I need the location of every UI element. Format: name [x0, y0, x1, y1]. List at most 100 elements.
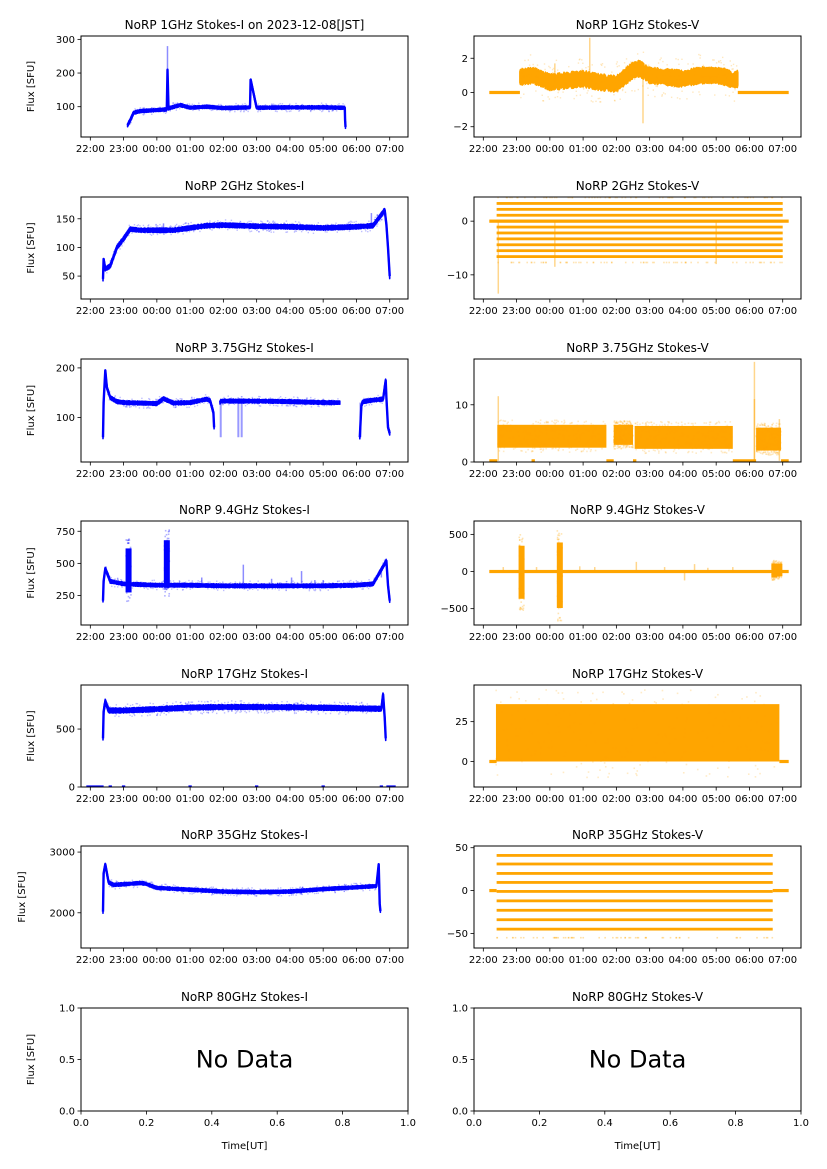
- data-point: [311, 703, 313, 706]
- data-point: [594, 449, 597, 452]
- data-point: [617, 928, 619, 930]
- data-point: [530, 427, 532, 429]
- data-point: [532, 422, 535, 425]
- x-tick-label: 02:00: [209, 469, 238, 480]
- data-point: [542, 443, 545, 446]
- data-point: [186, 231, 188, 233]
- data-line: [101, 559, 391, 601]
- data-point: [274, 585, 277, 587]
- data-point: [138, 407, 141, 409]
- data-point: [162, 707, 164, 709]
- data-point: [548, 65, 550, 68]
- data-point: [118, 582, 120, 584]
- data-point: [279, 582, 281, 584]
- data-point: [779, 564, 781, 566]
- data-point: [758, 442, 760, 444]
- data-point: [709, 447, 712, 450]
- data-point: [514, 447, 517, 449]
- data-point: [621, 437, 623, 440]
- data-point: [688, 450, 690, 453]
- data-point: [759, 444, 761, 446]
- data-point: [320, 104, 322, 107]
- data-point: [143, 106, 145, 109]
- data-point: [261, 224, 264, 226]
- data-point: [771, 565, 773, 567]
- data-point: [568, 435, 571, 437]
- data-point: [366, 711, 369, 713]
- data-point: [161, 711, 163, 713]
- data-point: [580, 433, 583, 435]
- data-point: [306, 397, 308, 399]
- data-point: [238, 584, 241, 586]
- data-point: [376, 225, 378, 227]
- data-point: [631, 437, 633, 439]
- data-point: [599, 101, 601, 103]
- data-point: [597, 433, 600, 435]
- data-point: [572, 731, 575, 734]
- data-point: [756, 450, 758, 452]
- plot-area: [489, 689, 789, 779]
- data-point: [126, 564, 128, 567]
- data-point: [652, 429, 655, 431]
- data-point: [514, 440, 517, 442]
- data-point: [559, 563, 562, 566]
- data-point: [704, 435, 707, 438]
- data-point: [339, 587, 342, 590]
- data-point: [755, 445, 758, 447]
- data-point: [673, 86, 675, 88]
- data-point: [116, 399, 118, 402]
- data-point: [642, 72, 644, 74]
- data-point: [121, 245, 123, 247]
- data-point: [658, 424, 661, 427]
- baseline-segment: [489, 569, 789, 574]
- data-point: [102, 586, 105, 588]
- data-point: [112, 579, 114, 581]
- data-point: [606, 261, 608, 264]
- data-point: [552, 85, 555, 88]
- data-point: [602, 87, 604, 89]
- data-point: [581, 68, 583, 70]
- data-point: [582, 88, 585, 90]
- data-point: [684, 750, 687, 753]
- data-point: [368, 883, 371, 885]
- data-point: [669, 427, 671, 430]
- data-point: [532, 63, 534, 66]
- data-point: [244, 399, 246, 401]
- data-point: [580, 762, 583, 765]
- data-point: [268, 893, 271, 895]
- y-tick-label: 0.0: [59, 1107, 75, 1118]
- data-point: [518, 587, 520, 590]
- data-point: [300, 107, 302, 109]
- data-point: [618, 446, 620, 449]
- data-point: [347, 712, 350, 714]
- data-point: [195, 108, 197, 110]
- data-point: [270, 708, 273, 711]
- data-point: [578, 79, 581, 82]
- y-tick-label: 50: [455, 843, 468, 854]
- data-point: [547, 421, 549, 423]
- data-point: [112, 258, 115, 261]
- data-point: [644, 936, 647, 939]
- data-point: [149, 229, 152, 231]
- data-point: [557, 541, 560, 544]
- data-point: [779, 423, 781, 425]
- data-point: [365, 230, 367, 232]
- data-point: [169, 225, 172, 227]
- data-point: [755, 450, 758, 452]
- data-point: [699, 445, 702, 447]
- data-point: [631, 436, 633, 438]
- data-point: [359, 705, 361, 708]
- data-point: [561, 547, 563, 549]
- data-point: [252, 703, 254, 706]
- data-point: [283, 399, 285, 401]
- data-point: [165, 883, 167, 886]
- data-point: [747, 773, 750, 775]
- data-point: [618, 705, 620, 708]
- data-point: [623, 444, 626, 446]
- data-point: [643, 854, 645, 857]
- data-point: [767, 453, 770, 456]
- data-point: [597, 776, 599, 779]
- data-point: [269, 894, 271, 896]
- data-point: [113, 250, 115, 253]
